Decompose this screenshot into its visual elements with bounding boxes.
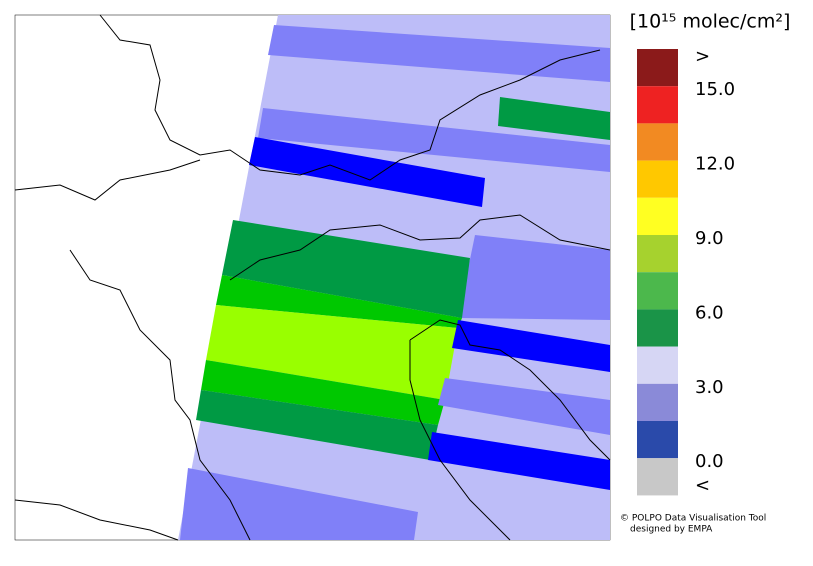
colorbar-swatch <box>637 49 678 87</box>
colorbar-label: 9.0 <box>695 228 724 249</box>
coastline <box>409 319 611 461</box>
colorbar-label: > <box>695 46 710 67</box>
credit-line: © POLPO Data Visualisation Tool <box>620 514 766 524</box>
swath-strip <box>222 220 470 318</box>
colorbar-swatch <box>637 421 678 459</box>
credit-line: designed by EMPA <box>630 525 713 535</box>
swath-strip <box>258 108 610 172</box>
border-line <box>229 214 611 281</box>
map <box>14 14 611 541</box>
colorbar-label: 6.0 <box>695 302 724 323</box>
colorbar-swatch <box>637 197 678 235</box>
colorbar-swatch <box>637 123 678 161</box>
colorbar: >15.0 12.0 9.0 6.0 3.0 0.0 < <box>637 46 735 496</box>
colorbar-label: 12.0 <box>695 154 735 175</box>
border-line <box>99 14 601 181</box>
swath-strip <box>206 305 458 400</box>
colorbar-swatch <box>637 86 678 124</box>
swath-strip <box>452 320 610 372</box>
swath-strip <box>438 378 610 435</box>
border-line <box>14 159 201 201</box>
swath-strip <box>249 137 485 207</box>
colorbar-swatch <box>637 272 678 310</box>
colorbar-swatch <box>637 458 678 496</box>
swath-strip <box>428 432 610 490</box>
coastline <box>409 340 511 541</box>
swath-strip <box>196 390 438 460</box>
swath-strip <box>216 275 462 328</box>
swath-strip <box>458 235 610 320</box>
swath-strip <box>180 468 418 540</box>
border-line <box>69 249 251 541</box>
colorbar-swatch <box>637 160 678 198</box>
colorbar-swatch <box>637 383 678 421</box>
border-line <box>14 499 179 541</box>
colorbar-label: 15.0 <box>695 79 735 100</box>
swath-strip <box>498 97 610 140</box>
colorbar-swatch <box>637 309 678 347</box>
swath-strip <box>201 360 445 425</box>
unit-label: [10¹⁵ molec/cm²] <box>630 11 791 33</box>
colorbar-label: < <box>695 475 710 496</box>
swath-strip <box>268 25 610 82</box>
colorbar-label: 0.0 <box>695 451 724 472</box>
colorbar-label: 3.0 <box>695 377 724 398</box>
colorbar-swatch <box>637 346 678 384</box>
colorbar-swatch <box>637 235 678 273</box>
